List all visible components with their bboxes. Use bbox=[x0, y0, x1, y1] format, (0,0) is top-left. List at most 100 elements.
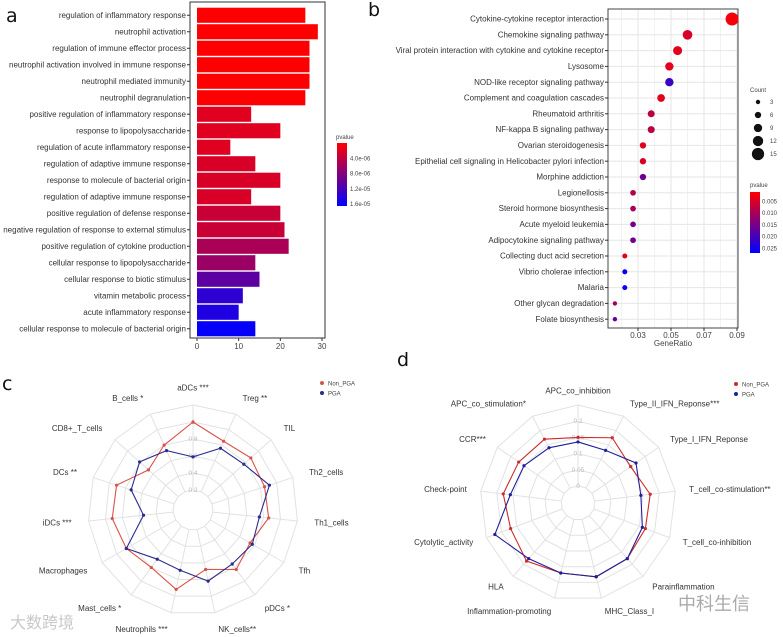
dot bbox=[622, 269, 628, 275]
dot bbox=[639, 158, 647, 165]
data-point bbox=[594, 575, 598, 579]
ring-label: 0.05 bbox=[572, 467, 585, 474]
grid-ring bbox=[104, 421, 282, 597]
panel-label-a: a bbox=[6, 5, 18, 27]
data-point bbox=[634, 461, 638, 465]
data-point bbox=[508, 493, 512, 497]
dot bbox=[622, 253, 628, 259]
color-legend-label: 0.015 bbox=[762, 223, 778, 229]
ring-label: 0.2 bbox=[573, 418, 582, 425]
panel-a-bar-chart: regulation of inflammatory response neutr… bbox=[3, 1, 371, 351]
data-point bbox=[242, 462, 246, 466]
category-label: regulation of immune effector process bbox=[52, 44, 186, 53]
bar bbox=[197, 304, 239, 320]
dot bbox=[682, 29, 693, 40]
category-label: Acute myeloid leukemia bbox=[520, 220, 605, 229]
data-point bbox=[129, 488, 133, 492]
grid-spoke bbox=[554, 519, 575, 599]
data-point bbox=[267, 483, 272, 487]
category-label: Lysosome bbox=[568, 62, 605, 71]
grid-ring bbox=[560, 485, 596, 521]
color-legend-label: 0.025 bbox=[762, 246, 778, 252]
bar bbox=[197, 106, 252, 122]
category-label: neutrophil degranulation bbox=[100, 94, 186, 103]
data-point bbox=[648, 492, 652, 496]
grid-spoke bbox=[204, 525, 256, 596]
data-point bbox=[204, 567, 208, 572]
data-point bbox=[191, 420, 195, 424]
x-tick-label: 0.09 bbox=[729, 331, 745, 340]
legend-label: Non_PGA bbox=[742, 383, 769, 389]
bar bbox=[197, 321, 256, 337]
data-point bbox=[517, 460, 521, 464]
data-point bbox=[138, 460, 142, 464]
dot bbox=[639, 142, 647, 149]
axis-label: DCs ** bbox=[53, 468, 77, 477]
grid-ring bbox=[172, 489, 214, 531]
dot bbox=[647, 110, 655, 118]
grid-spoke bbox=[212, 511, 298, 522]
bar bbox=[197, 139, 231, 155]
dot bbox=[612, 317, 618, 322]
grid-ring bbox=[155, 472, 231, 547]
dot bbox=[665, 78, 674, 87]
axis-label: Th2_cells bbox=[309, 468, 343, 477]
dot bbox=[725, 12, 739, 26]
category-label: Folate biosynthesis bbox=[536, 315, 604, 324]
grid-spoke bbox=[88, 511, 174, 522]
watermark-right: 中科生信 bbox=[678, 594, 750, 614]
legend-label: PGA bbox=[328, 392, 341, 398]
axis-label: Neutrophils *** bbox=[116, 625, 168, 634]
legend-label: 1.2e-05 bbox=[350, 187, 371, 193]
legend-marker bbox=[320, 381, 324, 385]
axis-label: Macrophages bbox=[39, 567, 87, 576]
data-point bbox=[114, 483, 119, 487]
axis-label: APC_co_stimulation* bbox=[451, 399, 526, 408]
category-label: positive regulation of inflammatory resp… bbox=[29, 110, 186, 119]
data-point bbox=[206, 579, 210, 583]
axis-label: Th1_cells bbox=[314, 518, 348, 527]
bar bbox=[197, 205, 281, 221]
category-label: regulation of adaptive immune response bbox=[44, 193, 187, 202]
data-point bbox=[141, 513, 146, 517]
data-point bbox=[509, 526, 513, 531]
grid-spoke bbox=[149, 413, 186, 492]
color-legend-label: 0.020 bbox=[762, 235, 778, 241]
series-line-pga bbox=[494, 441, 643, 578]
category-label: Ovarian steroidogenesis bbox=[518, 141, 604, 150]
grid-spoke bbox=[207, 439, 272, 497]
category-label: Viral protein interaction with cytokine … bbox=[396, 46, 605, 55]
axis-label: MHC_Class_I bbox=[605, 607, 654, 616]
x-tick-label: 0.07 bbox=[696, 331, 712, 340]
grid-ring bbox=[544, 469, 612, 536]
data-point bbox=[604, 448, 608, 452]
axis-label: B_cells * bbox=[112, 394, 143, 403]
x-tick-label: 0.03 bbox=[630, 331, 646, 340]
bar bbox=[197, 156, 256, 172]
data-point bbox=[222, 439, 226, 443]
axis-label: Treg ** bbox=[243, 394, 268, 403]
ring-label: 0.1 bbox=[573, 451, 582, 458]
data-point bbox=[522, 464, 526, 468]
plot-frame bbox=[607, 8, 739, 329]
size-legend-label: 3 bbox=[770, 100, 774, 106]
grid-spoke bbox=[512, 515, 568, 577]
axis-label: CD8+_T_cells bbox=[52, 424, 102, 433]
ring-label: 0.8 bbox=[188, 436, 197, 443]
size-legend-dot bbox=[751, 147, 765, 161]
bar bbox=[197, 90, 306, 106]
dot bbox=[622, 285, 628, 291]
data-point bbox=[174, 587, 178, 592]
legend-marker bbox=[320, 391, 324, 395]
category-label: regulation of adaptive immune response bbox=[44, 160, 187, 169]
dot bbox=[665, 62, 674, 71]
data-point bbox=[610, 436, 614, 440]
category-label: Collecting duct acid secretion bbox=[500, 252, 604, 261]
grid-spoke bbox=[497, 446, 565, 494]
category-label: Steroid hormone biosynthesis bbox=[499, 204, 604, 213]
bar bbox=[197, 172, 281, 188]
data-point bbox=[146, 468, 151, 472]
ring-label: 0.2 bbox=[188, 487, 197, 494]
data-point bbox=[191, 455, 195, 459]
